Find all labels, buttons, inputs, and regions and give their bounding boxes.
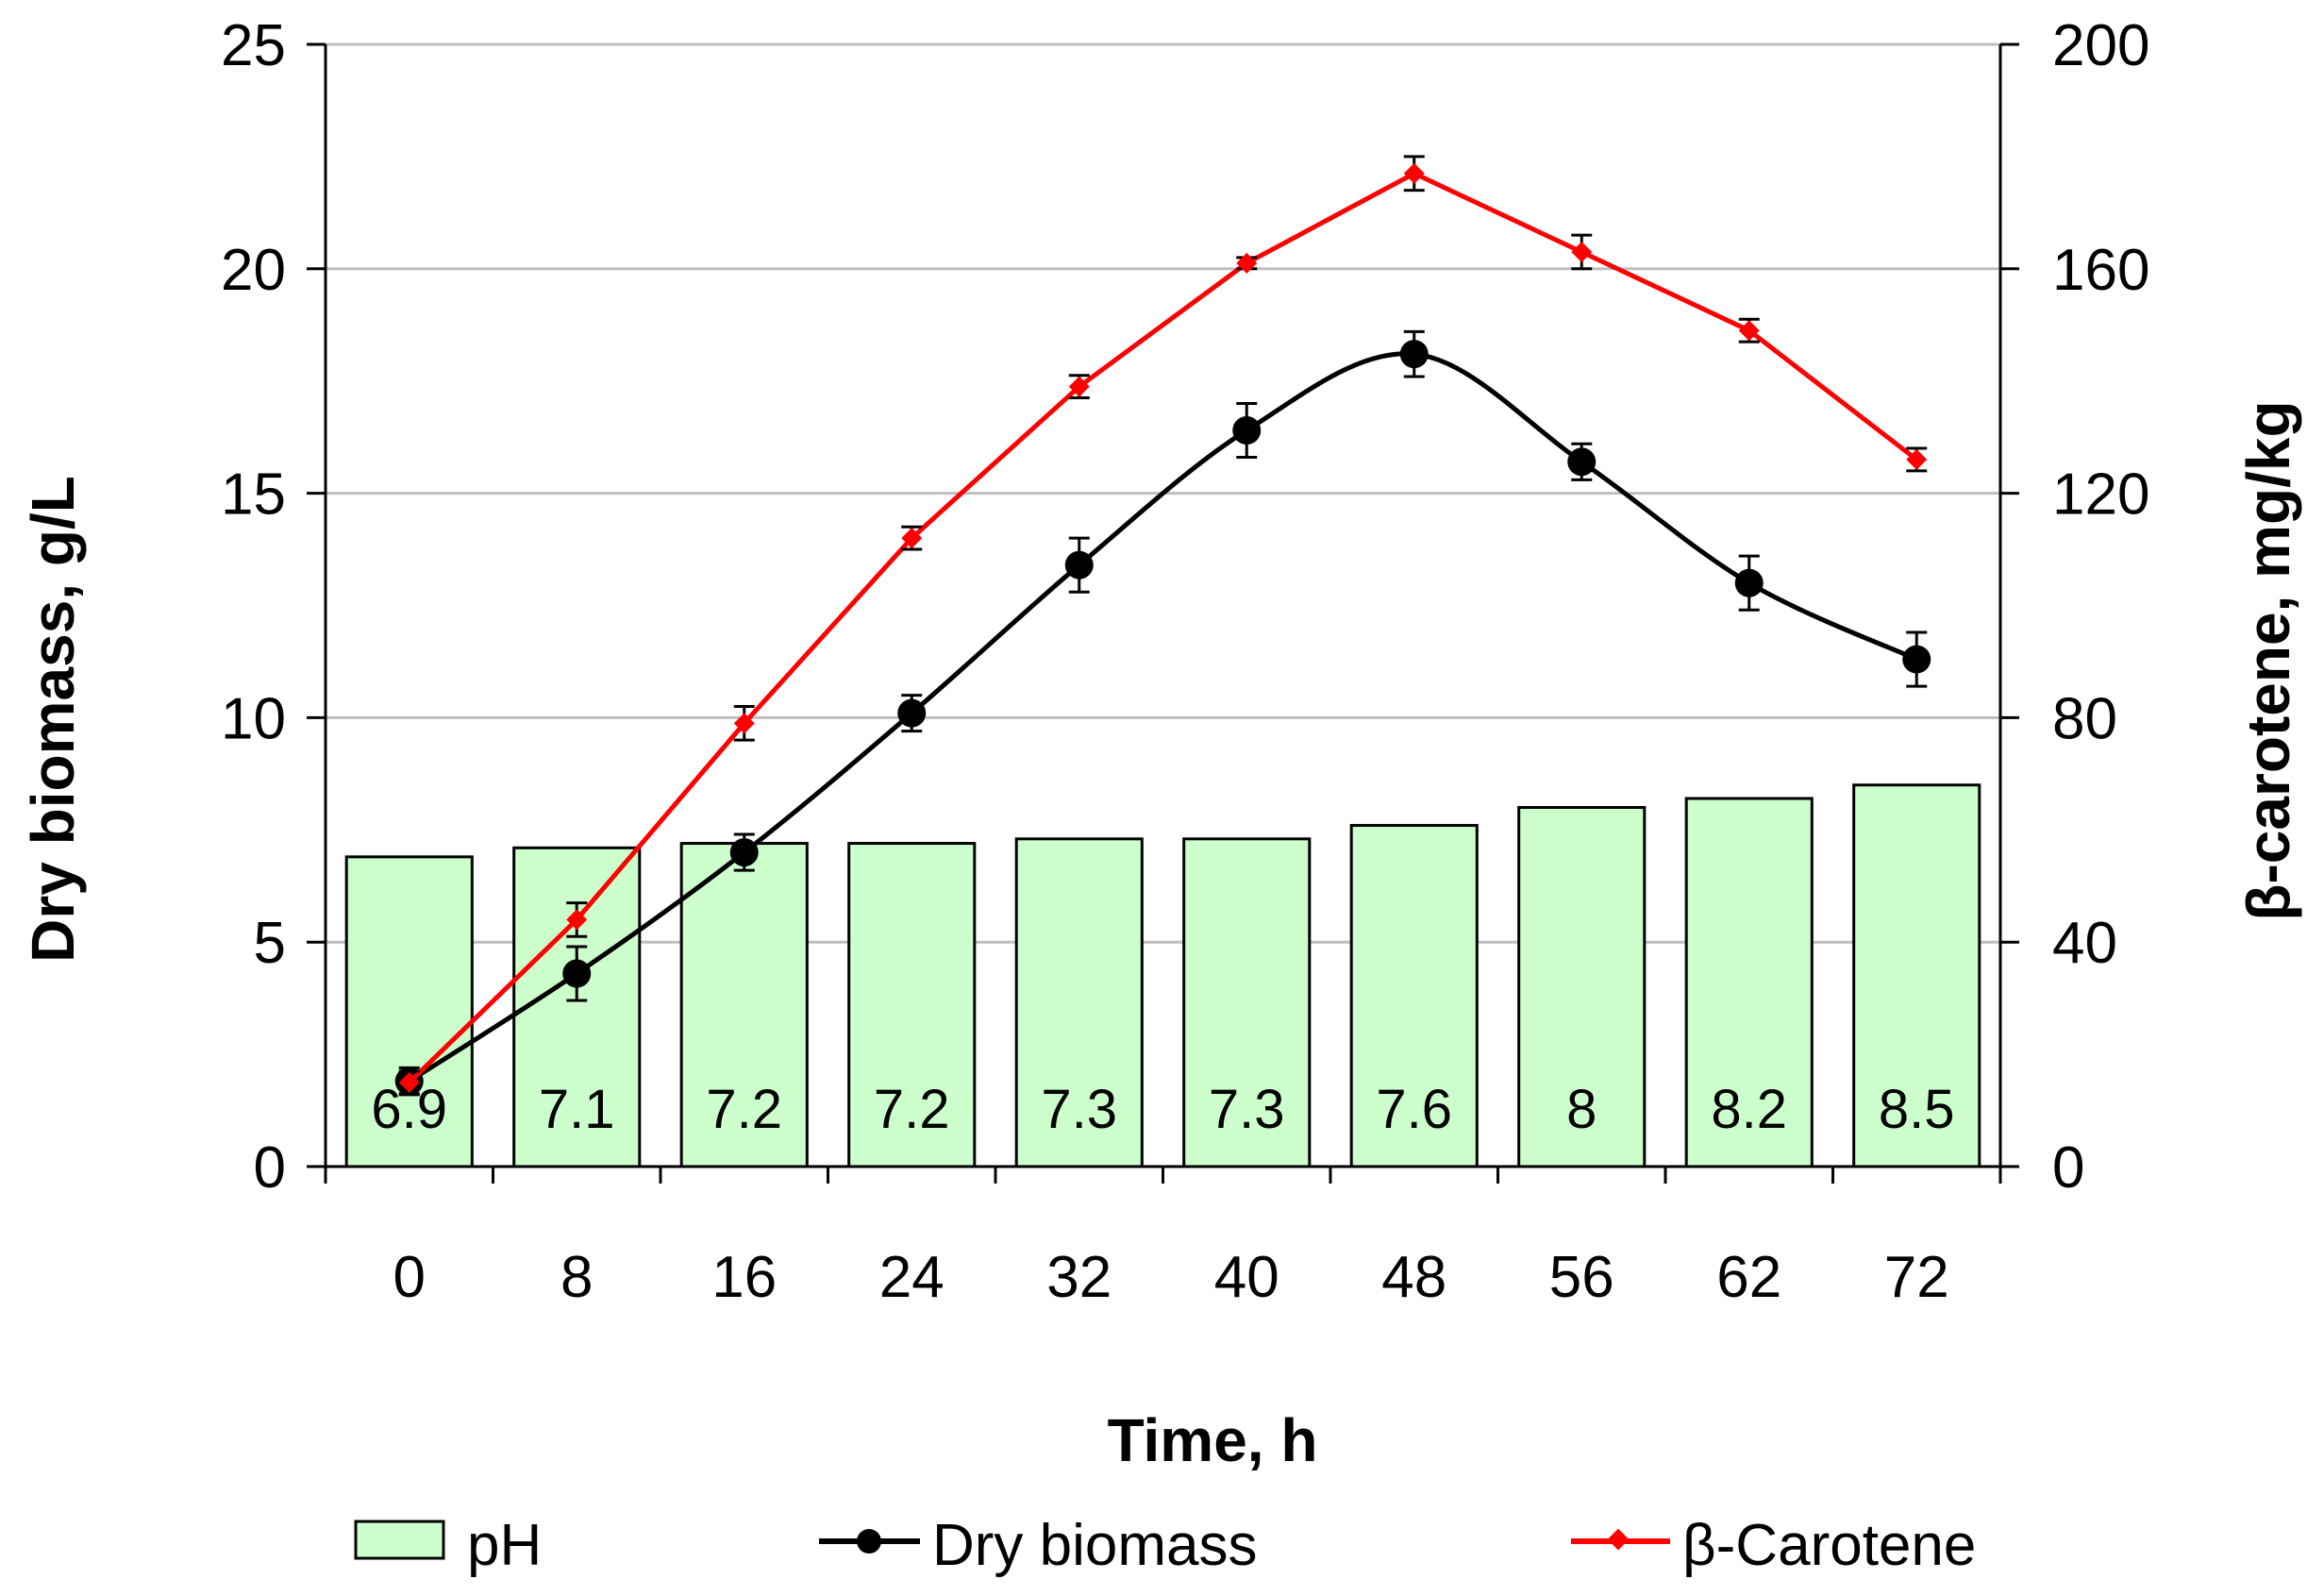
carotene-point [733,713,755,734]
y-left-tick-label: 0 [254,1135,286,1201]
ph-bar-label: 7.1 [539,1079,615,1140]
ph-bar [1349,824,1479,1168]
ph-bar [1182,837,1312,1168]
x-axis-title: Time, h [1108,1406,1318,1474]
x-tick-labels: 0 8 16 24 32 40 48 56 62 72 [393,1245,1949,1310]
y-right-tick-label: 200 [2052,13,2149,78]
y-left-tick-labels: 0 5 10 15 20 25 [221,13,286,1201]
ph-bar-label: 8.2 [1711,1079,1787,1140]
x-tick-label: 16 [711,1245,777,1310]
x-tick-label: 62 [1716,1245,1781,1310]
carotene-point [1906,448,1928,470]
biomass-point [897,698,927,728]
ph-bar [1684,797,1814,1168]
biomass-point [562,959,592,988]
ph-bar [344,855,474,1168]
x-tick-label: 72 [1884,1245,1949,1310]
x-tick-label: 56 [1549,1245,1614,1310]
legend-biomass-marker [857,1529,881,1554]
y-left-tick-label: 5 [254,911,286,976]
biomass-point [1567,447,1597,477]
carotene-point [398,1071,420,1093]
x-tick-label: 48 [1381,1245,1446,1310]
carotene-point [1571,241,1593,262]
ph-bar-labels: 6.9 7.1 7.2 7.2 7.3 7.3 7.6 8 8.2 8.5 [371,1079,1954,1140]
biomass-point [1399,340,1429,369]
legend-carotene-label: β-Carotene [1682,1513,1976,1578]
carotene-point [901,528,923,549]
y-left-tick-label: 10 [221,686,286,751]
y-right-tick-label: 80 [2052,686,2117,751]
y-left-tick-label: 20 [221,238,286,303]
data-lines [394,155,1931,1097]
ph-bar-label: 7.3 [1041,1079,1117,1140]
x-tick-label: 32 [1046,1245,1112,1310]
legend: pH Dry biomass β-Carotene [354,1513,1976,1578]
ph-bars [344,783,1981,1168]
ph-bar [1014,837,1144,1168]
y-right-tick-label: 0 [2052,1135,2084,1201]
biomass-line [408,351,1918,1084]
x-tick-label: 40 [1214,1245,1279,1310]
legend-ph-label: pH [467,1513,542,1578]
legend-biomass-label: Dry biomass [932,1513,1258,1578]
y-right-tick-label: 40 [2052,911,2117,976]
ph-bar-label: 7.6 [1376,1079,1452,1140]
biomass-point [1734,568,1764,597]
legend-ph-swatch [354,1520,445,1560]
x-tick-label: 0 [393,1245,426,1310]
y-right-tick-label: 160 [2052,238,2149,303]
y-right-tick-labels: 0 40 80 120 160 200 [2052,13,2149,1201]
carotene-point [1738,320,1760,342]
carotene-point [1068,376,1090,397]
legend-carotene-marker [1607,1528,1630,1551]
x-tick-label: 8 [560,1245,593,1310]
carotene-line [408,170,1918,1084]
ph-bar-label: 7.2 [706,1079,782,1140]
axes [307,42,2019,1184]
biomass-point [729,838,759,867]
biomass-point [1232,416,1262,445]
y-right-tick-label: 120 [2052,462,2149,528]
biomass-point [1064,550,1094,580]
ph-bar-label: 8.5 [1879,1079,1955,1140]
ph-bar-label: 8 [1566,1079,1597,1140]
ph-bar [1852,783,1981,1168]
y-right-axis-title: β-carotene, mg/kg [2234,400,2302,920]
ph-bar-label: 7.2 [874,1079,950,1140]
carotene-point [566,909,588,931]
ph-bar [847,842,977,1168]
y-left-axis-title: Dry biomass, g/L [19,476,87,963]
y-left-tick-label: 15 [221,462,286,528]
carotene-point [1403,162,1425,184]
ph-bar [1517,806,1647,1168]
carotene-point [1236,252,1258,274]
biomass-point [1902,645,1931,674]
ph-bar-label: 7.3 [1209,1079,1285,1140]
x-tick-label: 24 [879,1245,945,1310]
y-left-tick-label: 25 [221,13,286,78]
